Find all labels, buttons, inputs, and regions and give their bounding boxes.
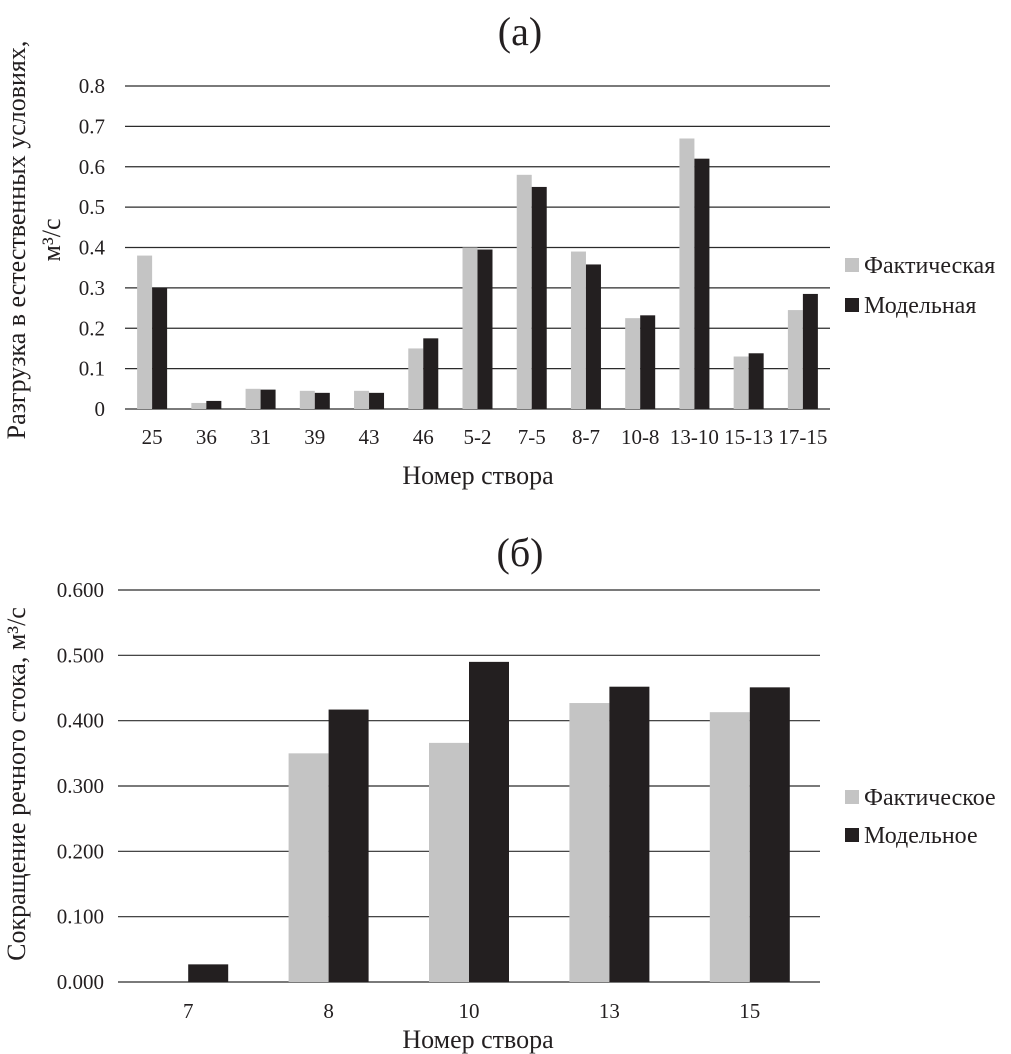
chart-b-y-tick-labels: 0.000 0.100 0.200 0.300 0.400 0.500 0.600: [57, 578, 104, 994]
chart-b-x-tick-label: 8: [323, 999, 334, 1023]
chart-b-x-tick-label: 13: [599, 999, 620, 1023]
chart-a-bar-model-43: [369, 392, 385, 409]
chart-a-legend-label-actual: Фактическая: [864, 253, 995, 279]
chart-a-bar-actual-10-8: [625, 318, 641, 409]
chart-b-bar-actual-8: [288, 753, 329, 982]
chart-b-bar-actual-13: [569, 703, 610, 982]
chart-a-y-tick-label: 0.3: [79, 276, 105, 300]
chart-a-bar-actual-46: [408, 348, 424, 409]
chart-a-bar-actual-43: [354, 390, 370, 409]
chart-b-y-tick-label: 0.200: [57, 839, 104, 863]
chart-b-legend-swatch-actual: [845, 790, 859, 804]
chart-a-bar-actual-13-10: [679, 138, 695, 410]
chart-a-x-tick-label: 46: [413, 425, 434, 449]
chart-b-bar-model-15: [749, 687, 790, 982]
chart-b-x-tick-label: 15: [739, 999, 760, 1023]
chart-a-bar-model-46: [423, 338, 439, 409]
chart-a-x-axis-title: Номер створа: [402, 461, 554, 490]
chart-a-y-tick-label: 0.1: [79, 357, 105, 381]
chart-a-y-tick-label: 0.7: [79, 114, 105, 138]
chart-b-y-tick-label: 0.100: [57, 905, 104, 929]
chart-a-legend: Фактическая Модельная: [845, 253, 995, 319]
chart-a-y-tick-label: 0.4: [79, 236, 106, 260]
chart-a-bar-actual-39: [299, 390, 315, 409]
chart-a-bar-actual-5-2: [462, 247, 478, 409]
chart-a-x-tick-labels: 25 36 31 39 43 46 5-2 7-5 8-7 10-8 13-10 15-13 17-15: [142, 425, 828, 449]
chart-a-x-tick-label: 13-10: [670, 425, 719, 449]
chart-a-x-tick-label: 5-2: [464, 425, 492, 449]
chart-a-bar-model-5-2: [477, 249, 493, 409]
chart-a-bar-model-7-5: [531, 186, 547, 409]
chart-a-x-tick-label: 17-15: [778, 425, 827, 449]
chart-b-bars: [188, 661, 790, 982]
chart-b-title: (б): [497, 530, 544, 575]
chart-b-x-tick-label: 10: [459, 999, 480, 1023]
chart-a-bar-actual-15-13: [733, 356, 749, 409]
chart-b-y-tick-label: 0.600: [57, 578, 104, 602]
chart-a-x-tick-label: 43: [359, 425, 380, 449]
chart-b-bar-model-8: [328, 709, 369, 982]
chart-a-x-tick-label: 7-5: [518, 425, 546, 449]
chart-a-y-tick-label: 0.2: [79, 316, 105, 340]
chart-a: (a) 0 0.1 0.2 0.3 0.4 0.5 0.6 0.7 0.8 25 36 31 39 43…: [2, 9, 995, 490]
chart-a-x-tick-label: 36: [196, 425, 217, 449]
chart-a-y-tick-label: 0.5: [79, 195, 105, 219]
chart-b-legend-label-model: Модельное: [864, 823, 978, 849]
chart-a-bar-actual-36: [191, 402, 207, 409]
chart-a-y-tick-labels: 0 0.1 0.2 0.3 0.4 0.5 0.6 0.7 0.8: [79, 74, 106, 421]
chart-b-bar-actual-15: [709, 712, 750, 982]
chart-a-bar-actual-8-7: [570, 251, 586, 409]
chart-b-legend-swatch-model: [845, 828, 859, 842]
chart-a-bar-model-10-8: [640, 315, 656, 409]
chart-a-x-tick-label: 39: [304, 425, 325, 449]
chart-b-x-tick-label: 7: [183, 999, 194, 1023]
chart-a-bar-model-36: [206, 400, 222, 409]
chart-a-bar-model-39: [314, 392, 330, 409]
chart-a-x-tick-label: 15-13: [724, 425, 773, 449]
chart-b-bar-model-10: [469, 661, 509, 982]
chart-b-x-tick-labels: 7 8 10 13 15: [183, 999, 760, 1023]
chart-b-x-axis-title: Номер створа: [402, 1025, 554, 1054]
chart-a-y-axis-title-line2: м³/с: [37, 218, 66, 261]
chart-a-bar-actual-7-5: [516, 174, 532, 409]
chart-a-bar-model-31: [260, 389, 276, 409]
chart-b: (б) 0.0000.1000.2000.3000.4000.5000.600 …: [2, 530, 996, 1054]
chart-b-legend-label-actual: Фактическое: [864, 785, 996, 811]
chart-b-bar-model-13: [609, 686, 650, 982]
chart-a-y-tick-label: 0.8: [79, 74, 105, 98]
chart-a-y-axis-title-line1: Разгрузка в естественных условиях,: [2, 41, 31, 440]
chart-a-bar-model-17-15: [802, 293, 818, 409]
chart-b-y-tick-label: 0.500: [57, 643, 104, 667]
chart-a-bar-actual-25: [137, 255, 153, 409]
chart-b-legend: Фактическое Модельное: [845, 785, 996, 849]
chart-a-y-tick-label: 0.6: [79, 155, 105, 179]
chart-b-y-tick-label: 0.000: [57, 970, 104, 994]
chart-a-x-tick-label: 25: [142, 425, 163, 449]
chart-a-x-tick-label: 10-8: [621, 425, 660, 449]
chart-a-bar-model-8-7: [585, 264, 601, 409]
chart-a-y-tick-label: 0: [95, 397, 106, 421]
chart-a-legend-swatch-model: [845, 298, 859, 312]
chart-a-x-tick-label: 8-7: [572, 425, 600, 449]
chart-a-x-tick-label: 31: [250, 425, 271, 449]
chart-a-legend-label-model: Модельная: [864, 293, 976, 319]
chart-a-title: (a): [498, 9, 542, 54]
chart-a-bars: [137, 138, 818, 410]
chart-b-bar-actual-10: [429, 742, 469, 982]
chart-b-y-axis-title: Сокращение речного стока, м³/с: [2, 607, 31, 961]
chart-a-bar-actual-17-15: [787, 310, 803, 409]
chart-a-bar-actual-31: [245, 388, 261, 409]
chart-a-bar-model-15-13: [748, 353, 764, 409]
chart-b-y-tick-label: 0.300: [57, 774, 104, 798]
chart-b-bar-model-7: [188, 964, 229, 982]
chart-a-bar-model-13-10: [694, 158, 710, 409]
chart-b-y-tick-label: 0.400: [57, 709, 104, 733]
chart-a-legend-swatch-actual: [845, 258, 859, 272]
chart-a-bar-model-25: [152, 287, 168, 409]
